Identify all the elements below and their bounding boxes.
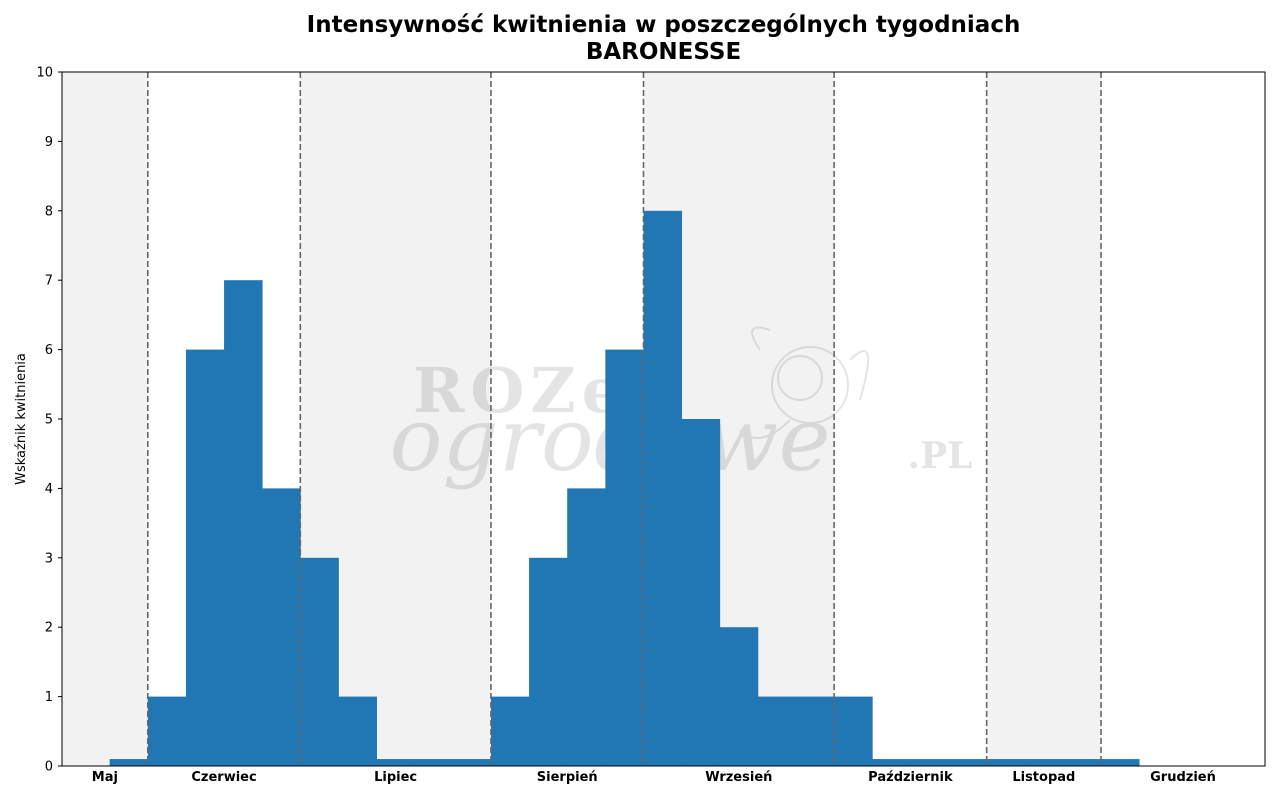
bar (452, 759, 492, 766)
month-shade-6 (986, 72, 1102, 766)
bar (224, 280, 263, 766)
bar (529, 557, 568, 766)
bar (910, 759, 949, 766)
bar (490, 696, 530, 766)
bar (1062, 759, 1102, 766)
bar (643, 210, 683, 767)
y-axis-label: Wskaźnik kwitnienia (14, 353, 29, 485)
bar (757, 696, 797, 766)
bar (1101, 759, 1140, 766)
y-tick-label: 7 (45, 274, 53, 289)
bar (834, 696, 873, 766)
bar (796, 696, 835, 766)
y-tick-label: 5 (45, 413, 53, 428)
bar (109, 759, 149, 766)
bar (681, 419, 721, 766)
bar (1024, 759, 1064, 766)
bar (719, 627, 759, 766)
bar (300, 557, 339, 766)
bar (147, 696, 187, 766)
y-tick-label: 1 (45, 690, 53, 705)
bar (338, 696, 377, 766)
month-label: Wrzesień (705, 770, 772, 785)
chart-title-line2: BARONESSE (585, 39, 742, 65)
month-label: Październik (868, 770, 953, 785)
bar (414, 759, 454, 766)
y-tick-label: 8 (45, 204, 53, 219)
bar (262, 488, 301, 766)
y-tick-label: 9 (45, 135, 53, 150)
watermark-rose-icon (739, 326, 869, 439)
bar (986, 759, 1026, 766)
axes: 0 1 2 3 4 5 6 7 8 9 10 Maj Czerwiec Lipiec Sierpień Wrz… (36, 66, 1266, 785)
bars (109, 210, 1140, 767)
y-tick-label: 10 (36, 66, 53, 81)
month-label: Czerwiec (191, 770, 256, 785)
y-tick-label: 2 (45, 621, 53, 636)
y-tick-label: 6 (45, 343, 53, 358)
month-label: Lipiec (374, 770, 417, 785)
bar (185, 349, 225, 766)
month-dividers (146, 72, 1102, 766)
bar (948, 759, 988, 766)
watermark-text-top: ROZe (413, 354, 627, 427)
bar (567, 488, 606, 766)
bar (872, 759, 911, 766)
month-label: Sierpień (537, 770, 598, 785)
bar (376, 759, 416, 766)
y-tick-label: 0 (45, 760, 53, 775)
y-tick-label: 4 (45, 482, 53, 497)
month-label: Maj (92, 770, 118, 785)
watermark-text-suffix: .PL (908, 435, 973, 477)
month-label: Grudzień (1150, 770, 1216, 785)
bar (605, 349, 644, 766)
month-shade-0 (62, 72, 148, 766)
month-label: Listopad (1012, 770, 1075, 785)
y-tick-label: 3 (45, 551, 53, 566)
chart-title-line1: Intensywność kwitnienia w poszczególnych… (306, 12, 1021, 38)
chart-title: Intensywność kwitnienia w poszczególnych… (62, 12, 1265, 66)
